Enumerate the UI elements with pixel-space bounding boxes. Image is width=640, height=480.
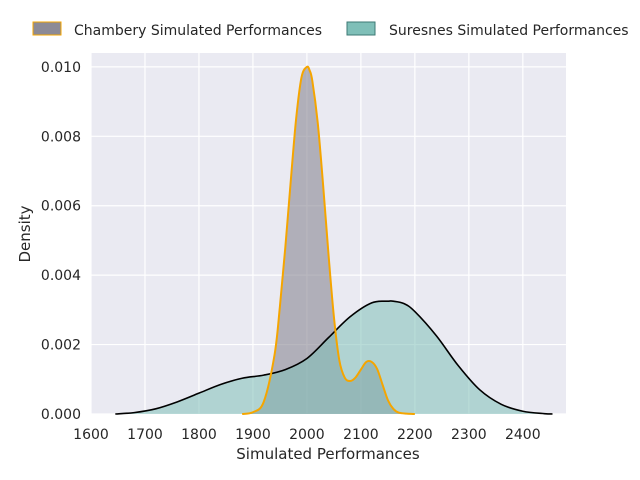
y-axis-label: Density — [16, 205, 34, 262]
density-line-suresnes — [115, 300, 553, 415]
y-tick-label-1: 0.002 — [41, 338, 81, 354]
y-axis-ticks: 0.000 0.002 0.004 0.006 0.008 0.010 — [41, 60, 81, 423]
y-tick-label-2: 0.004 — [41, 268, 81, 284]
legend-label-chambery: Chambery Simulated Performances — [74, 23, 322, 39]
legend-label-suresnes: Suresnes Simulated Performances — [389, 23, 629, 39]
x-tick-label-8: 2400 — [505, 427, 541, 443]
x-tick-label-6: 2200 — [397, 427, 433, 443]
y-tick-label-4: 0.008 — [41, 129, 81, 145]
y-tick-label-5: 0.010 — [41, 60, 81, 76]
area-fill-suresnes — [115, 300, 553, 414]
x-tick-label-2: 1800 — [181, 427, 217, 443]
y-tick-label-0: 0.000 — [41, 407, 81, 423]
legend-swatch-chambery — [32, 21, 62, 36]
x-tick-label-1: 1700 — [127, 427, 163, 443]
x-axis-ticks: 1600 1700 1800 1900 2000 2100 2200 2300 2400 — [73, 427, 540, 443]
x-axis-label: Simulated Performances — [236, 445, 420, 463]
x-tick-label-0: 1600 — [73, 427, 109, 443]
x-tick-label-7: 2300 — [451, 427, 487, 443]
legend-swatch-suresnes — [346, 21, 376, 36]
density-line-chambery — [241, 65, 415, 415]
x-tick-label-5: 2100 — [343, 427, 379, 443]
legend: Chambery Simulated Performances Suresnes… — [32, 21, 629, 39]
y-tick-label-3: 0.006 — [41, 199, 81, 215]
area-fill-chambery — [242, 66, 415, 414]
x-tick-label-3: 1900 — [235, 427, 271, 443]
x-tick-label-4: 2000 — [289, 427, 325, 443]
density-areas — [115, 65, 553, 415]
